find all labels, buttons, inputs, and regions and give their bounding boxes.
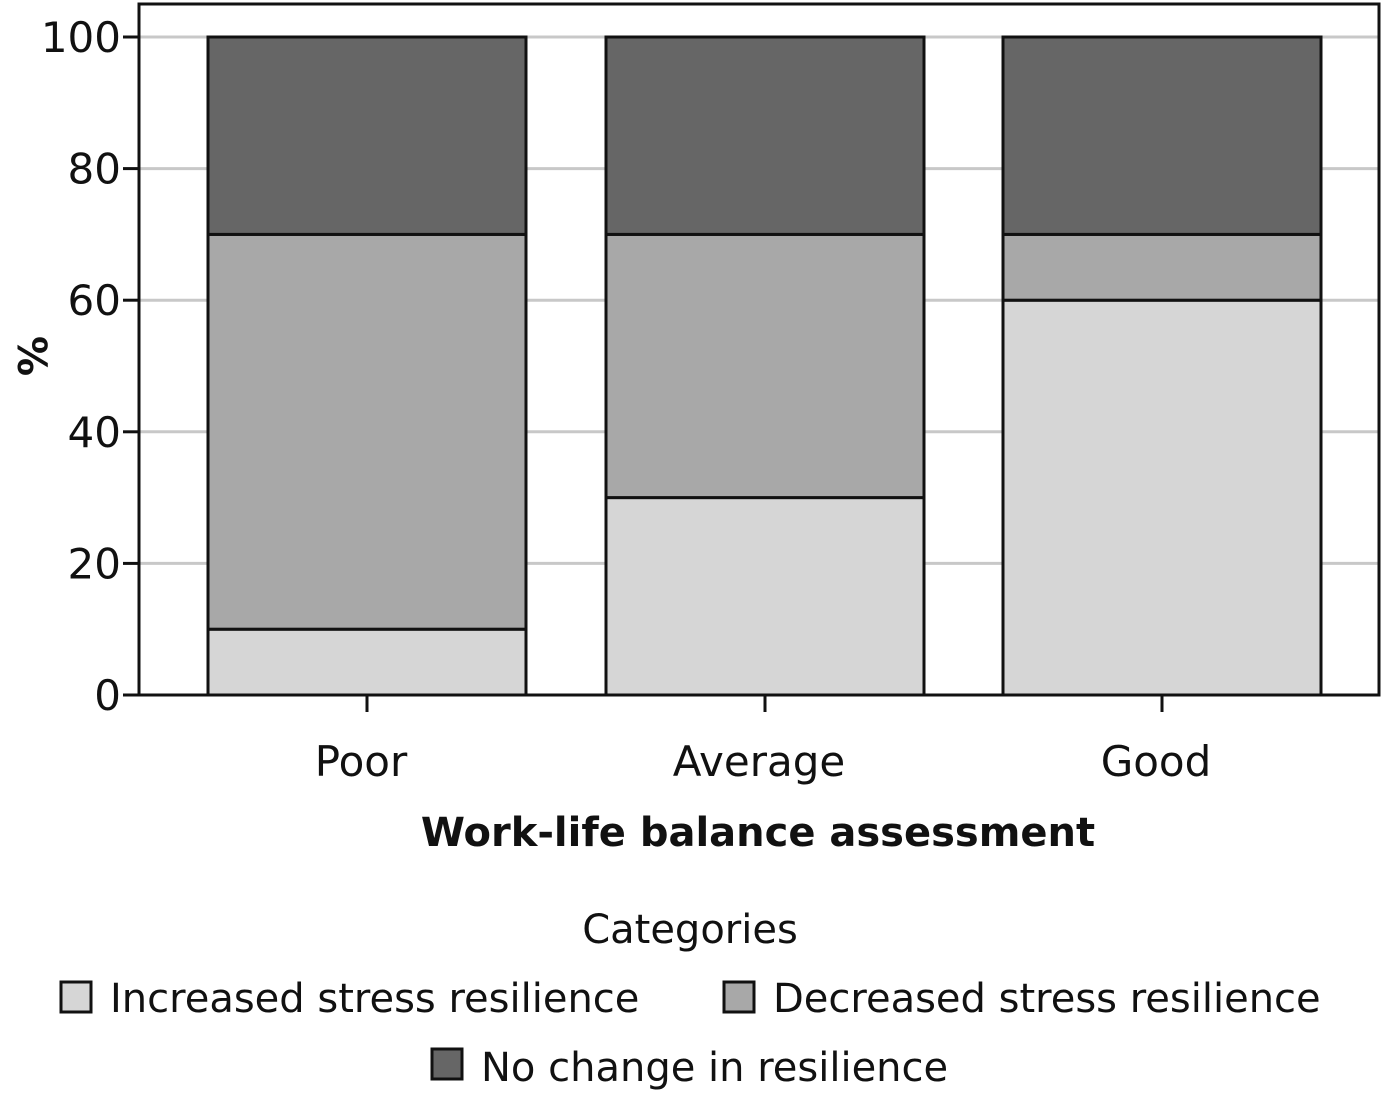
- legend-label-no-change: No change in resilience: [481, 1045, 948, 1091]
- y-axis-title: %: [8, 336, 54, 376]
- bar-good-series-1: [1001, 232, 1323, 302]
- y-tick-label-60: 60: [68, 276, 121, 325]
- legend-title: Categories: [582, 907, 798, 953]
- plot-frame: [137, 2, 1381, 697]
- legend-item-increased: Increased stress resilience: [59, 976, 639, 1022]
- bar-poor-series-2: [206, 35, 528, 236]
- legend-label-decreased: Decreased stress resilience: [773, 976, 1321, 1022]
- y-tick-label-100: 100: [41, 13, 121, 62]
- x-axis-title: Work-life balance assessment: [421, 810, 1095, 856]
- legend-item-no-change: No change in resilience: [430, 1045, 948, 1091]
- legend-label-increased: Increased stress resilience: [110, 976, 639, 1022]
- bar-poor-series-0: [206, 627, 528, 697]
- y-tick-label-0: 0: [94, 671, 121, 720]
- x-tick-label-good: Good: [1101, 737, 1212, 786]
- legend-swatch-no-change: [430, 1047, 464, 1081]
- bars: [206, 35, 1323, 697]
- legend-swatch-increased: [59, 980, 93, 1014]
- y-tick-label-80: 80: [68, 145, 121, 194]
- bar-average-series-2: [604, 35, 926, 236]
- bar-good-series-0: [1001, 298, 1323, 697]
- y-tick-label-40: 40: [68, 408, 121, 457]
- bar-good-series-2: [1001, 35, 1323, 236]
- bar-average-series-1: [604, 232, 926, 500]
- legend-swatch-decreased: [722, 980, 756, 1014]
- bar-average-series-0: [604, 496, 926, 697]
- y-axis: 0 20 40 60 80 100: [41, 13, 139, 720]
- legend-item-decreased: Decreased stress resilience: [722, 976, 1321, 1022]
- y-tick-label-20: 20: [68, 539, 121, 588]
- x-axis: Poor Average Good: [315, 695, 1212, 786]
- x-tick-label-poor: Poor: [315, 737, 408, 786]
- bar-poor-series-1: [206, 232, 528, 631]
- x-tick-label-average: Average: [673, 737, 845, 786]
